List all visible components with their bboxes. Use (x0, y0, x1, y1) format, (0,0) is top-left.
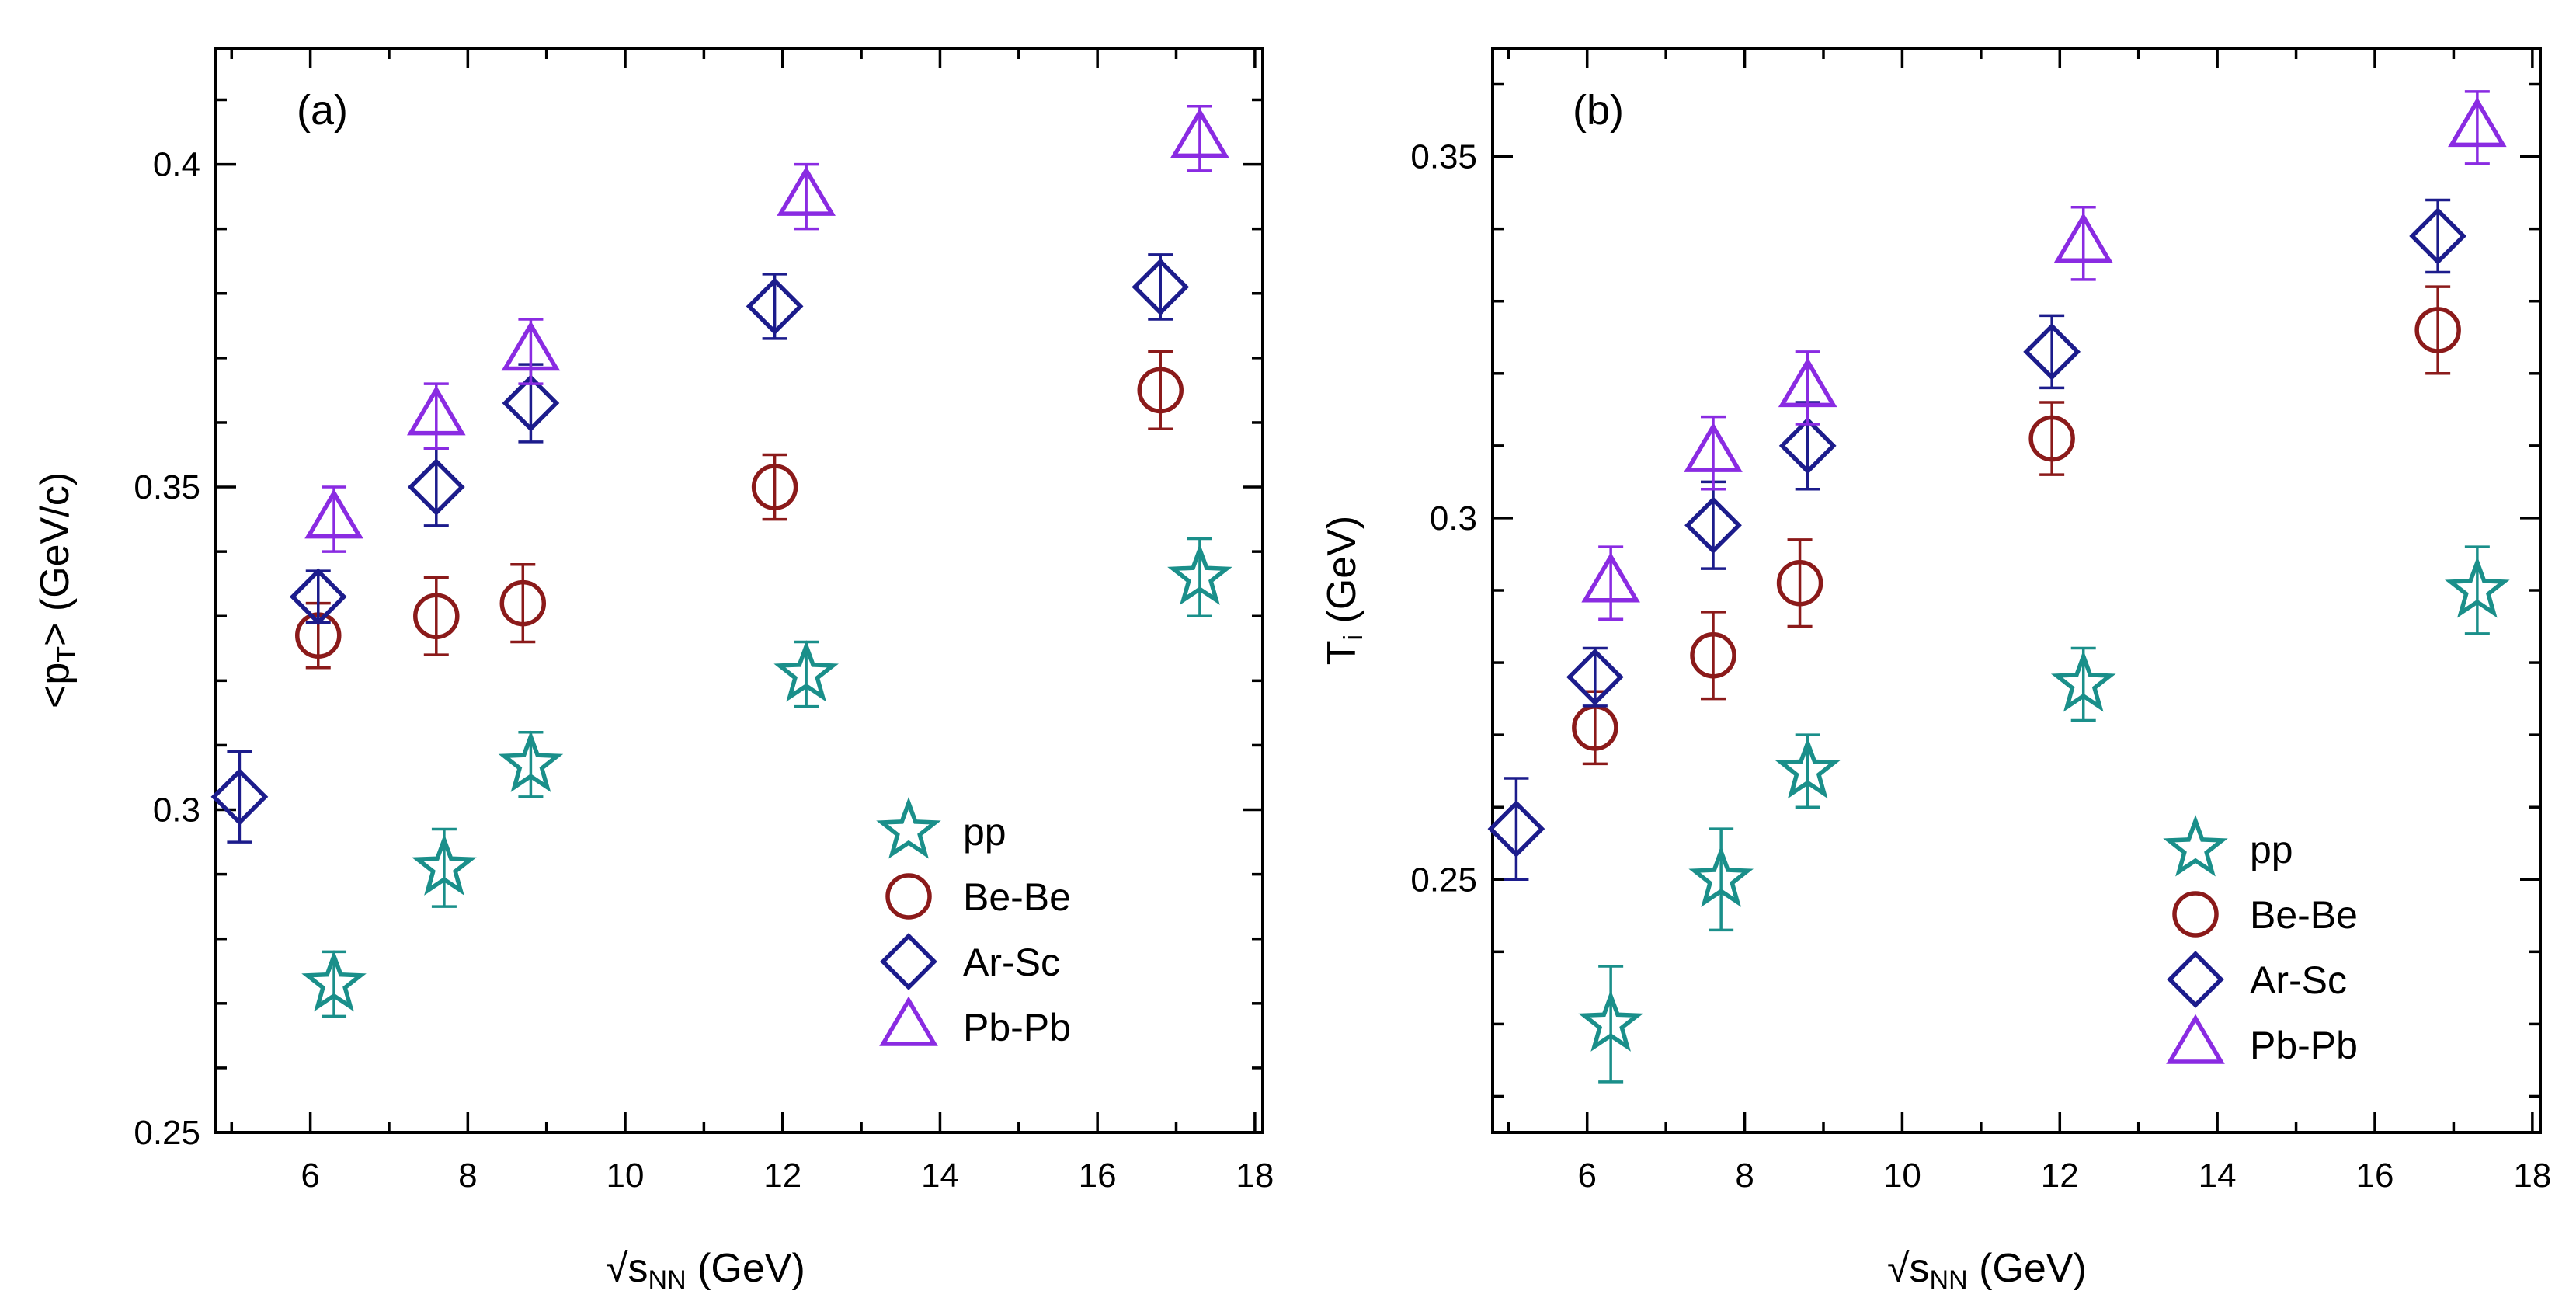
panel-b-legend-label-pb-pb: Pb-Pb (2250, 1024, 2358, 1067)
panel-b-point-ar-sc (2023, 322, 2081, 381)
panel-a-point-pb-pb (406, 385, 466, 436)
panel-a-point-ar-sc (1132, 258, 1190, 316)
panel-a-point-pp (301, 949, 367, 1012)
panel-b-frame (1491, 47, 2542, 1134)
panel-a-point-pb-pb (1170, 107, 1229, 158)
panel-a-legend-marker-be-be (885, 873, 932, 920)
panel-a-point-pp (498, 730, 564, 792)
panel-b-x-tick-label: 16 (2356, 1157, 2394, 1195)
panel-a-point-pb-pb (777, 165, 836, 216)
panel-a-x-tick-label: 10 (607, 1157, 645, 1195)
panel-b-point-pb-pb (1581, 552, 1640, 603)
panel-a-x-axis-title: √sNN (GeV) (606, 1246, 805, 1295)
panel-a-frame (214, 47, 1264, 1134)
panel-a-x-tick-label: 16 (1079, 1157, 1117, 1195)
panel-a-point-pb-pb (304, 489, 363, 539)
panel-a-series-pp (301, 537, 1232, 1018)
panel-a-legend: pp Be-Be Ar-Sc Pb-Pb (876, 797, 1071, 1049)
panel-b-point-pp (2445, 556, 2510, 618)
panel-a-x-tick-label: 18 (1236, 1157, 1274, 1195)
panel-b-legend: pp Be-Be Ar-Sc Pb-Pb (2163, 815, 2358, 1067)
panel-b-legend-label-ar-sc: Ar-Sc (2250, 958, 2347, 1002)
panel-b-point-be-be (1776, 559, 1823, 607)
panel-b-x-tick-label: 10 (1883, 1157, 1921, 1195)
panel-b-label: (b) (1573, 87, 1624, 134)
panel-a-y-tick-label: 0.35 (134, 468, 200, 506)
panel-b-point-be-be (1690, 632, 1736, 679)
panel-b-legend-marker-pb-pb (2166, 1014, 2225, 1064)
panel-a-point-be-be (413, 593, 460, 639)
panel-b-series-pp (1578, 545, 2510, 1084)
panel-a-point-be-be (751, 464, 798, 510)
panel-b-y-tick-label: 0.25 (1410, 861, 1477, 899)
panel-b-plot-area: 6 8 10 12 14 16 18 0.25 0.3 0.35 pp Be-Be Ar-Sc Pb-Pb (1410, 47, 2551, 1195)
panel-b-point-pp (1688, 845, 1754, 907)
panel-a: 6 8 10 12 14 16 18 0.25 0.3 0.35 0.4 pp Be-Be Ar-Sc Pb… (33, 47, 1274, 1295)
panel-b: 6 8 10 12 14 16 18 0.25 0.3 0.35 pp Be-Be Ar-Sc Pb-Pb… (1319, 47, 2551, 1295)
panel-a-point-pb-pb (501, 321, 561, 371)
panel-b-point-ar-sc (1487, 800, 1545, 858)
panel-b-x-tick-label: 18 (2513, 1157, 2551, 1195)
panel-b-series-ar-sc (1487, 198, 2467, 882)
panel-b-series-pb-pb (1581, 90, 2507, 621)
panel-a-legend-label-pp: pp (963, 810, 1006, 854)
panel-a-series-ar-sc (210, 253, 1190, 844)
panel-a-series-pb-pb (304, 105, 1229, 553)
panel-a-x-tick-label: 8 (458, 1157, 477, 1195)
panel-a-point-ar-sc (407, 458, 465, 516)
panel-b-legend-label-be-be: Be-Be (2250, 893, 2358, 937)
panel-b-point-pp (1578, 990, 1643, 1052)
panel-a-label: (a) (297, 87, 348, 134)
panel-a-plot-area: 6 8 10 12 14 16 18 0.25 0.3 0.35 0.4 pp Be-Be Ar-Sc Pb… (134, 47, 1274, 1195)
panel-b-x-axis-title: √sNN (GeV) (1887, 1246, 2087, 1295)
panel-b-point-pb-pb (1778, 357, 1837, 408)
panel-a-point-be-be (1137, 367, 1184, 414)
panel-b-y-axis-title: Ti (GeV) (1319, 516, 1368, 665)
panel-b-point-ar-sc (1684, 496, 1742, 555)
panel-a-point-be-be (499, 579, 547, 627)
panel-b-legend-label-pp: pp (2250, 828, 2293, 871)
panel-a-legend-label-be-be: Be-Be (963, 875, 1071, 919)
panel-b-x-tick-label: 8 (1735, 1157, 1754, 1195)
panel-b-y-tick-label: 0.35 (1410, 138, 1477, 176)
panel-b-x-tick-label: 14 (2199, 1157, 2237, 1195)
panel-b-point-pb-pb (2053, 212, 2113, 263)
panel-a-x-tick-label: 14 (921, 1157, 959, 1195)
panel-a-legend-marker-pb-pb (879, 996, 938, 1046)
panel-b-point-pb-pb (1684, 422, 1743, 472)
panel-b-legend-marker-be-be (2172, 891, 2219, 938)
panel-b-point-ar-sc (2409, 207, 2467, 265)
panel-a-point-ar-sc (289, 568, 347, 626)
panel-a-point-ar-sc (210, 768, 269, 826)
panel-b-point-ar-sc (1566, 648, 1624, 706)
panel-b-x-tick-label: 12 (2041, 1157, 2079, 1195)
panel-b-point-ar-sc (1778, 416, 1837, 475)
panel-a-y-tick-label: 0.4 (153, 146, 200, 184)
panel-b-legend-marker-pp (2163, 815, 2228, 877)
panel-a-point-pp (773, 640, 839, 702)
panel-a-x-tick-label: 12 (763, 1157, 801, 1195)
panel-a-legend-marker-ar-sc (880, 933, 937, 990)
panel-a-point-pp (412, 833, 477, 896)
panel-b-y-tick-label: 0.3 (1430, 499, 1477, 537)
panel-a-legend-marker-pp (876, 797, 941, 859)
panel-b-point-pp (2050, 650, 2116, 712)
panel-b-point-be-be (2028, 415, 2075, 462)
panel-b-legend-marker-ar-sc (2167, 951, 2224, 1008)
panel-a-point-ar-sc (746, 277, 804, 336)
panel-a-y-tick-label: 0.3 (153, 791, 200, 830)
panel-a-point-ar-sc (502, 374, 560, 432)
panel-b-point-pp (1775, 736, 1841, 799)
panel-a-legend-label-pb-pb: Pb-Pb (963, 1006, 1071, 1049)
panel-a-x-tick-label: 6 (301, 1157, 319, 1195)
panel-a-point-pp (1167, 543, 1232, 605)
panel-b-point-be-be (2414, 307, 2461, 353)
panel-b-x-tick-label: 6 (1577, 1157, 1596, 1195)
panel-a-y-axis-title: <pT> (GeV/c) (33, 472, 82, 708)
panel-a-y-tick-label: 0.25 (134, 1114, 200, 1152)
panel-b-point-pb-pb (2448, 96, 2507, 148)
panel-a-legend-label-ar-sc: Ar-Sc (963, 941, 1060, 984)
